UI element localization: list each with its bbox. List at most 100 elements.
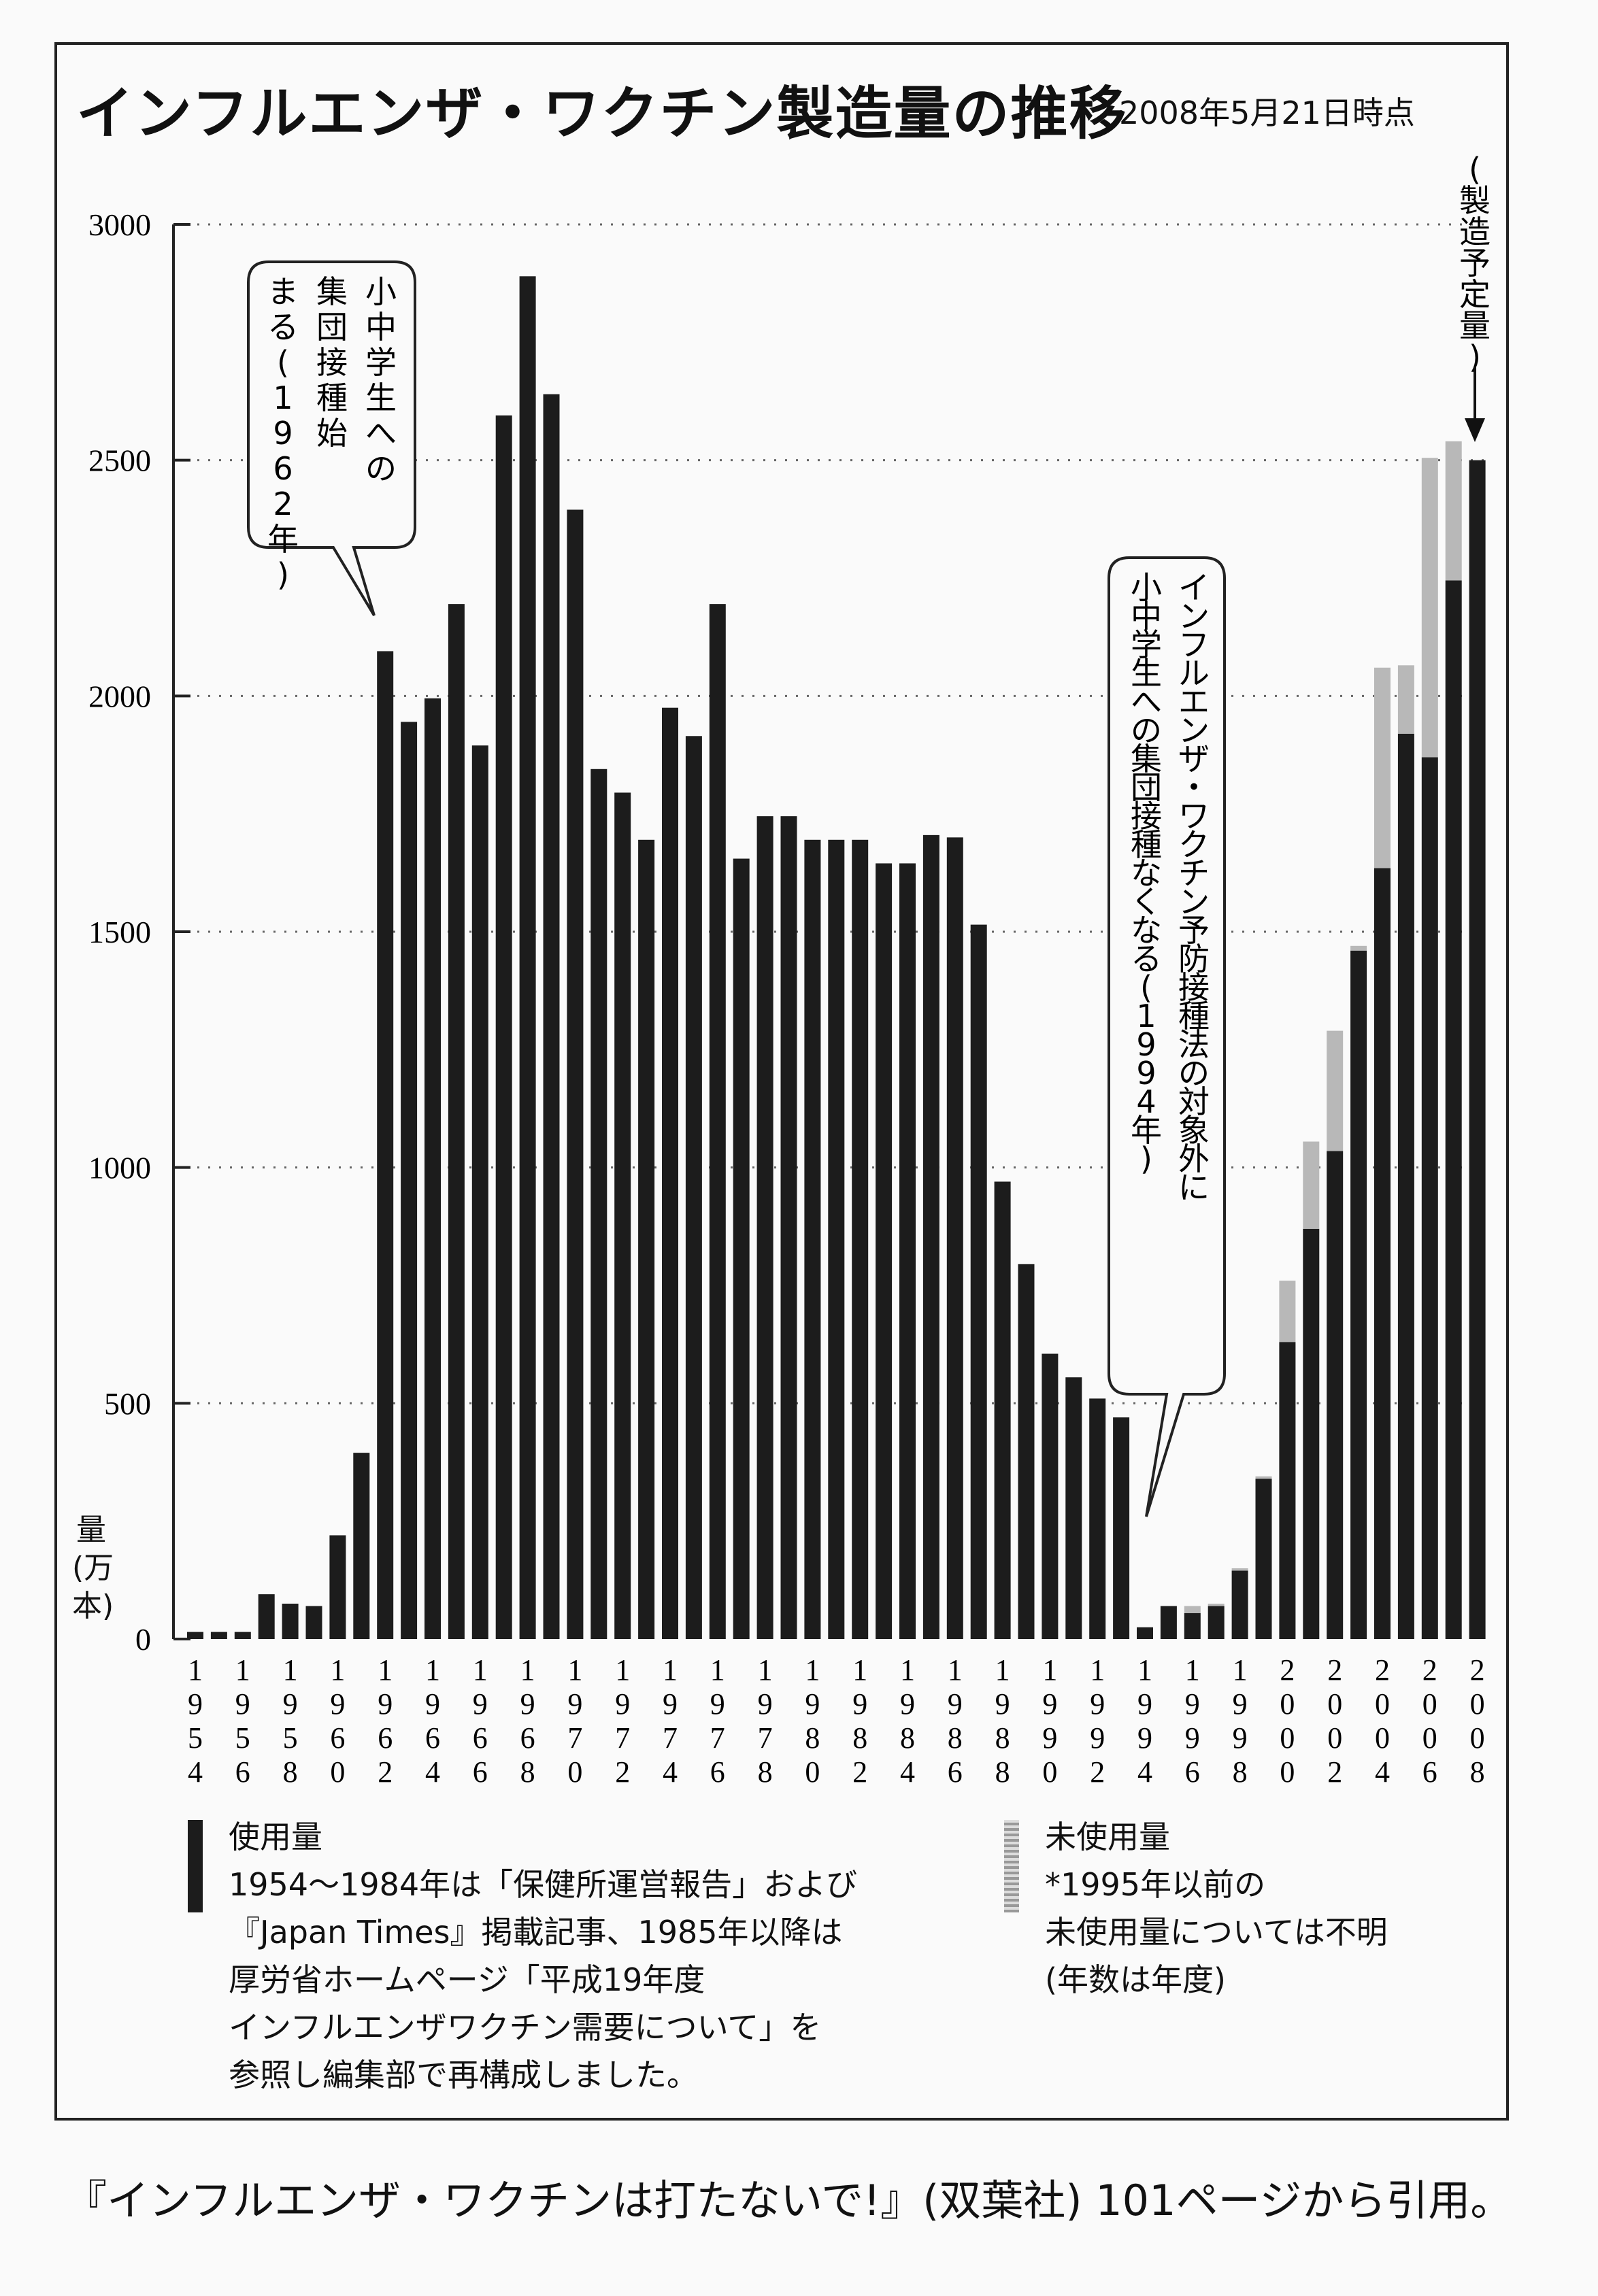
bar-unused-1998 xyxy=(1231,1568,1248,1571)
bar-used-1958 xyxy=(282,1604,299,1639)
bar-used-1972 xyxy=(614,792,631,1639)
bar-used-1955 xyxy=(210,1632,227,1639)
bar-unused-2002 xyxy=(1327,1030,1344,1151)
bar-used-1963 xyxy=(401,722,418,1639)
bar-used-1973 xyxy=(638,839,655,1639)
bar-used-1988 xyxy=(994,1181,1011,1639)
bar-used-1990 xyxy=(1042,1353,1059,1639)
arrow-down-icon xyxy=(1465,418,1485,442)
callout-1962: 小中学生への集団接種始まる(1 9 6 2 年) xyxy=(247,260,416,617)
x-tick-labels: 1 9 5 4 1 9 5 6 1 9 5 8 1 9 6 0 1 9 6 2 1 9 6 4 1 9 6 6 1 9 6 8 1 9 7 0 1 9 7 2… xyxy=(188,1653,1485,1789)
y-tick-label: 0 xyxy=(135,1622,151,1657)
y-tick-label: 3000 xyxy=(88,207,151,242)
y-tick-label: 2500 xyxy=(88,443,151,478)
bar-used-1960 xyxy=(329,1535,346,1639)
y-tick-label: 500 xyxy=(104,1386,151,1421)
bar-unused-1997 xyxy=(1208,1604,1225,1606)
legend-unused-note: *1995年以前の 未使用量については不明 (年数は年度) xyxy=(1045,1866,1388,1998)
bar-used-1976 xyxy=(709,604,726,1640)
planned-label: (製造予定量) xyxy=(1459,151,1491,375)
bar-used-1959 xyxy=(305,1606,322,1639)
bar-used-1987 xyxy=(970,924,987,1639)
bar-used-1981 xyxy=(828,839,845,1639)
bar-unused-2005 xyxy=(1397,665,1414,734)
bar-used-1979 xyxy=(780,816,797,1639)
legend-swatch-unused xyxy=(1004,1820,1019,1912)
source-citation: 『インフルエンザ・ワクチンは打たないで!』(双葉社) 101ページから引用。 xyxy=(65,2176,1513,2225)
bar-used-1968 xyxy=(519,276,536,1640)
bar-unused-2004 xyxy=(1374,667,1391,868)
y-tick-label: 1500 xyxy=(88,915,151,949)
bar-used-1964 xyxy=(425,698,441,1639)
bar-used-1970 xyxy=(567,509,584,1639)
bar-used-2007 xyxy=(1445,580,1462,1639)
y-tick-label: 1000 xyxy=(88,1151,151,1185)
bar-used-1999 xyxy=(1255,1479,1272,1639)
bar-unused-2007 xyxy=(1445,441,1462,581)
bar-used-1978 xyxy=(756,816,773,1639)
bar-used-1980 xyxy=(804,839,821,1639)
bar-used-1966 xyxy=(471,745,488,1639)
date-note: 2008年5月21日時点 xyxy=(1119,95,1415,131)
bar-used-1991 xyxy=(1065,1377,1082,1639)
bar-used-1969 xyxy=(543,394,560,1639)
bar-used-1975 xyxy=(685,736,702,1639)
bar-used-1992 xyxy=(1089,1398,1106,1639)
bar-unused-2003 xyxy=(1350,945,1367,951)
bar-used-1962 xyxy=(377,651,394,1639)
legend-unused-title: 未使用量 xyxy=(1045,1819,1170,1855)
bar-used-1965 xyxy=(448,604,465,1640)
bar-used-1957 xyxy=(258,1594,275,1639)
bar-used-1985 xyxy=(922,834,939,1639)
y-axis-label: 量(万本) xyxy=(72,1513,114,1623)
bar-used-1971 xyxy=(590,769,607,1639)
bar-used-2000 xyxy=(1279,1342,1296,1639)
bar-used-1986 xyxy=(946,837,963,1639)
bar-used-1989 xyxy=(1018,1264,1035,1639)
callout-1962-text: 小中学生への集団接種始まる(1 9 6 2 年) xyxy=(267,273,397,593)
y-tick-labels: 0 500 1000 1500 2000 2500 3000 xyxy=(88,207,151,1657)
bar-used-1954 xyxy=(187,1632,203,1639)
bar-used-1994 xyxy=(1137,1627,1153,1639)
bar-used-1977 xyxy=(733,858,750,1639)
bar-used-1995 xyxy=(1160,1606,1177,1639)
bar-used-1956 xyxy=(234,1632,251,1639)
chart-frame xyxy=(54,42,1509,2121)
chart-title: インフルエンザ・ワクチン製造量の推移 xyxy=(76,80,1128,147)
planned-volume-annotation: (製造予定量) xyxy=(1459,151,1491,442)
bar-unused-1999 xyxy=(1255,1476,1272,1479)
bar-used-2002 xyxy=(1327,1151,1344,1639)
bar-unused-2001 xyxy=(1303,1141,1320,1229)
bar-used-1997 xyxy=(1208,1606,1225,1639)
bar-used-1967 xyxy=(495,415,512,1639)
bar-used-1993 xyxy=(1113,1417,1130,1639)
callout-1994-text: インフルエンザ・ワクチン予防接種法の対象外に小中学生への集団接種なくなる(1 9 9… xyxy=(1131,569,1210,1206)
bar-unused-2000 xyxy=(1279,1281,1296,1343)
bar-used-1983 xyxy=(876,863,893,1639)
legend-swatch-used xyxy=(188,1820,203,1912)
